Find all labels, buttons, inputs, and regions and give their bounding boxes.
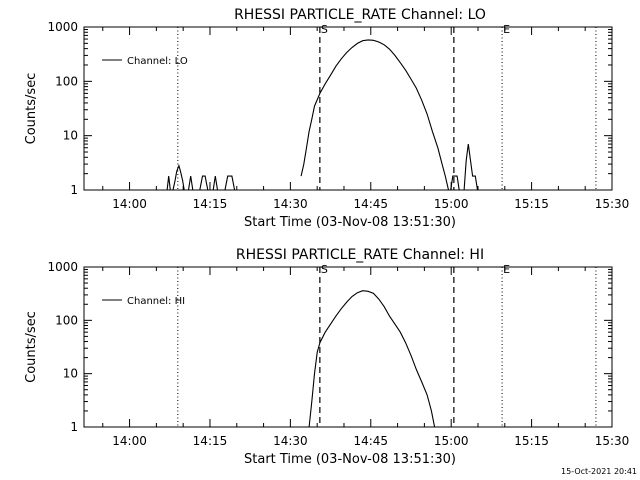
y-axis-label: Counts/sec [24,311,39,383]
y-tick-label: 100 [55,313,78,327]
chart-title: RHESSI PARTICLE_RATE Channel: HI [236,247,484,263]
x-tick-label: 14:45 [353,197,388,211]
x-axis-label: Start Time (03-Nov-08 13:51:30) [244,215,456,230]
legend-label: Channel: HI [127,296,185,307]
y-tick-label: 1000 [47,20,78,34]
legend-label: Channel: LO [127,56,188,67]
marker-label: S [321,263,328,276]
x-axis-label: Start Time (03-Nov-08 13:51:30) [244,452,456,467]
x-tick-label: 15:00 [434,434,469,448]
series-line-segment [166,176,171,191]
marker-label: E [503,23,510,36]
x-tick-label: 15:30 [595,197,630,211]
y-axis-label: Counts/sec [24,73,39,145]
x-tick-label: 14:30 [273,434,308,448]
y-tick-label: 10 [63,367,78,381]
series-line-segment [450,175,460,191]
chart-title: RHESSI PARTICLE_RATE Channel: LO [234,7,486,23]
y-tick-label: 100 [55,74,78,88]
y-tick-label: 1000 [47,260,78,274]
plot-frame [83,26,613,191]
marker-label: E [503,263,510,276]
plot-timestamp: 15-Oct-2021 20:41 [561,467,637,476]
x-tick-label: 15:00 [434,197,469,211]
y-tick-label: 1 [70,420,78,434]
x-tick-label: 15:15 [514,434,549,448]
x-tick-label: 15:15 [514,197,549,211]
x-tick-label: 14:15 [193,434,228,448]
x-tick-label: 14:45 [353,434,388,448]
x-tick-label: 14:00 [112,197,147,211]
panel-hi: RHESSI PARTICLE_RATE Channel: HI Start Ti… [24,247,629,467]
marker-label: S [321,23,328,36]
x-tick-label: 14:00 [112,434,147,448]
series-line-segment [300,39,450,191]
series-line-segment [224,175,236,191]
series-line-segment [199,175,209,191]
series-line-segment [187,176,194,191]
y-tick-label: 10 [63,129,78,143]
x-tick-label: 14:15 [193,197,228,211]
y-tick-label: 1 [70,183,78,197]
series-line-segment [308,290,436,428]
series-line-segment [463,144,479,191]
x-tick-label: 15:30 [595,434,630,448]
x-tick-label: 14:30 [273,197,308,211]
series-line-segment [172,163,185,191]
series-line-segment [212,176,219,191]
panel-lo: RHESSI PARTICLE_RATE Channel: LO Start Ti… [24,7,629,230]
plot-frame [83,266,613,428]
